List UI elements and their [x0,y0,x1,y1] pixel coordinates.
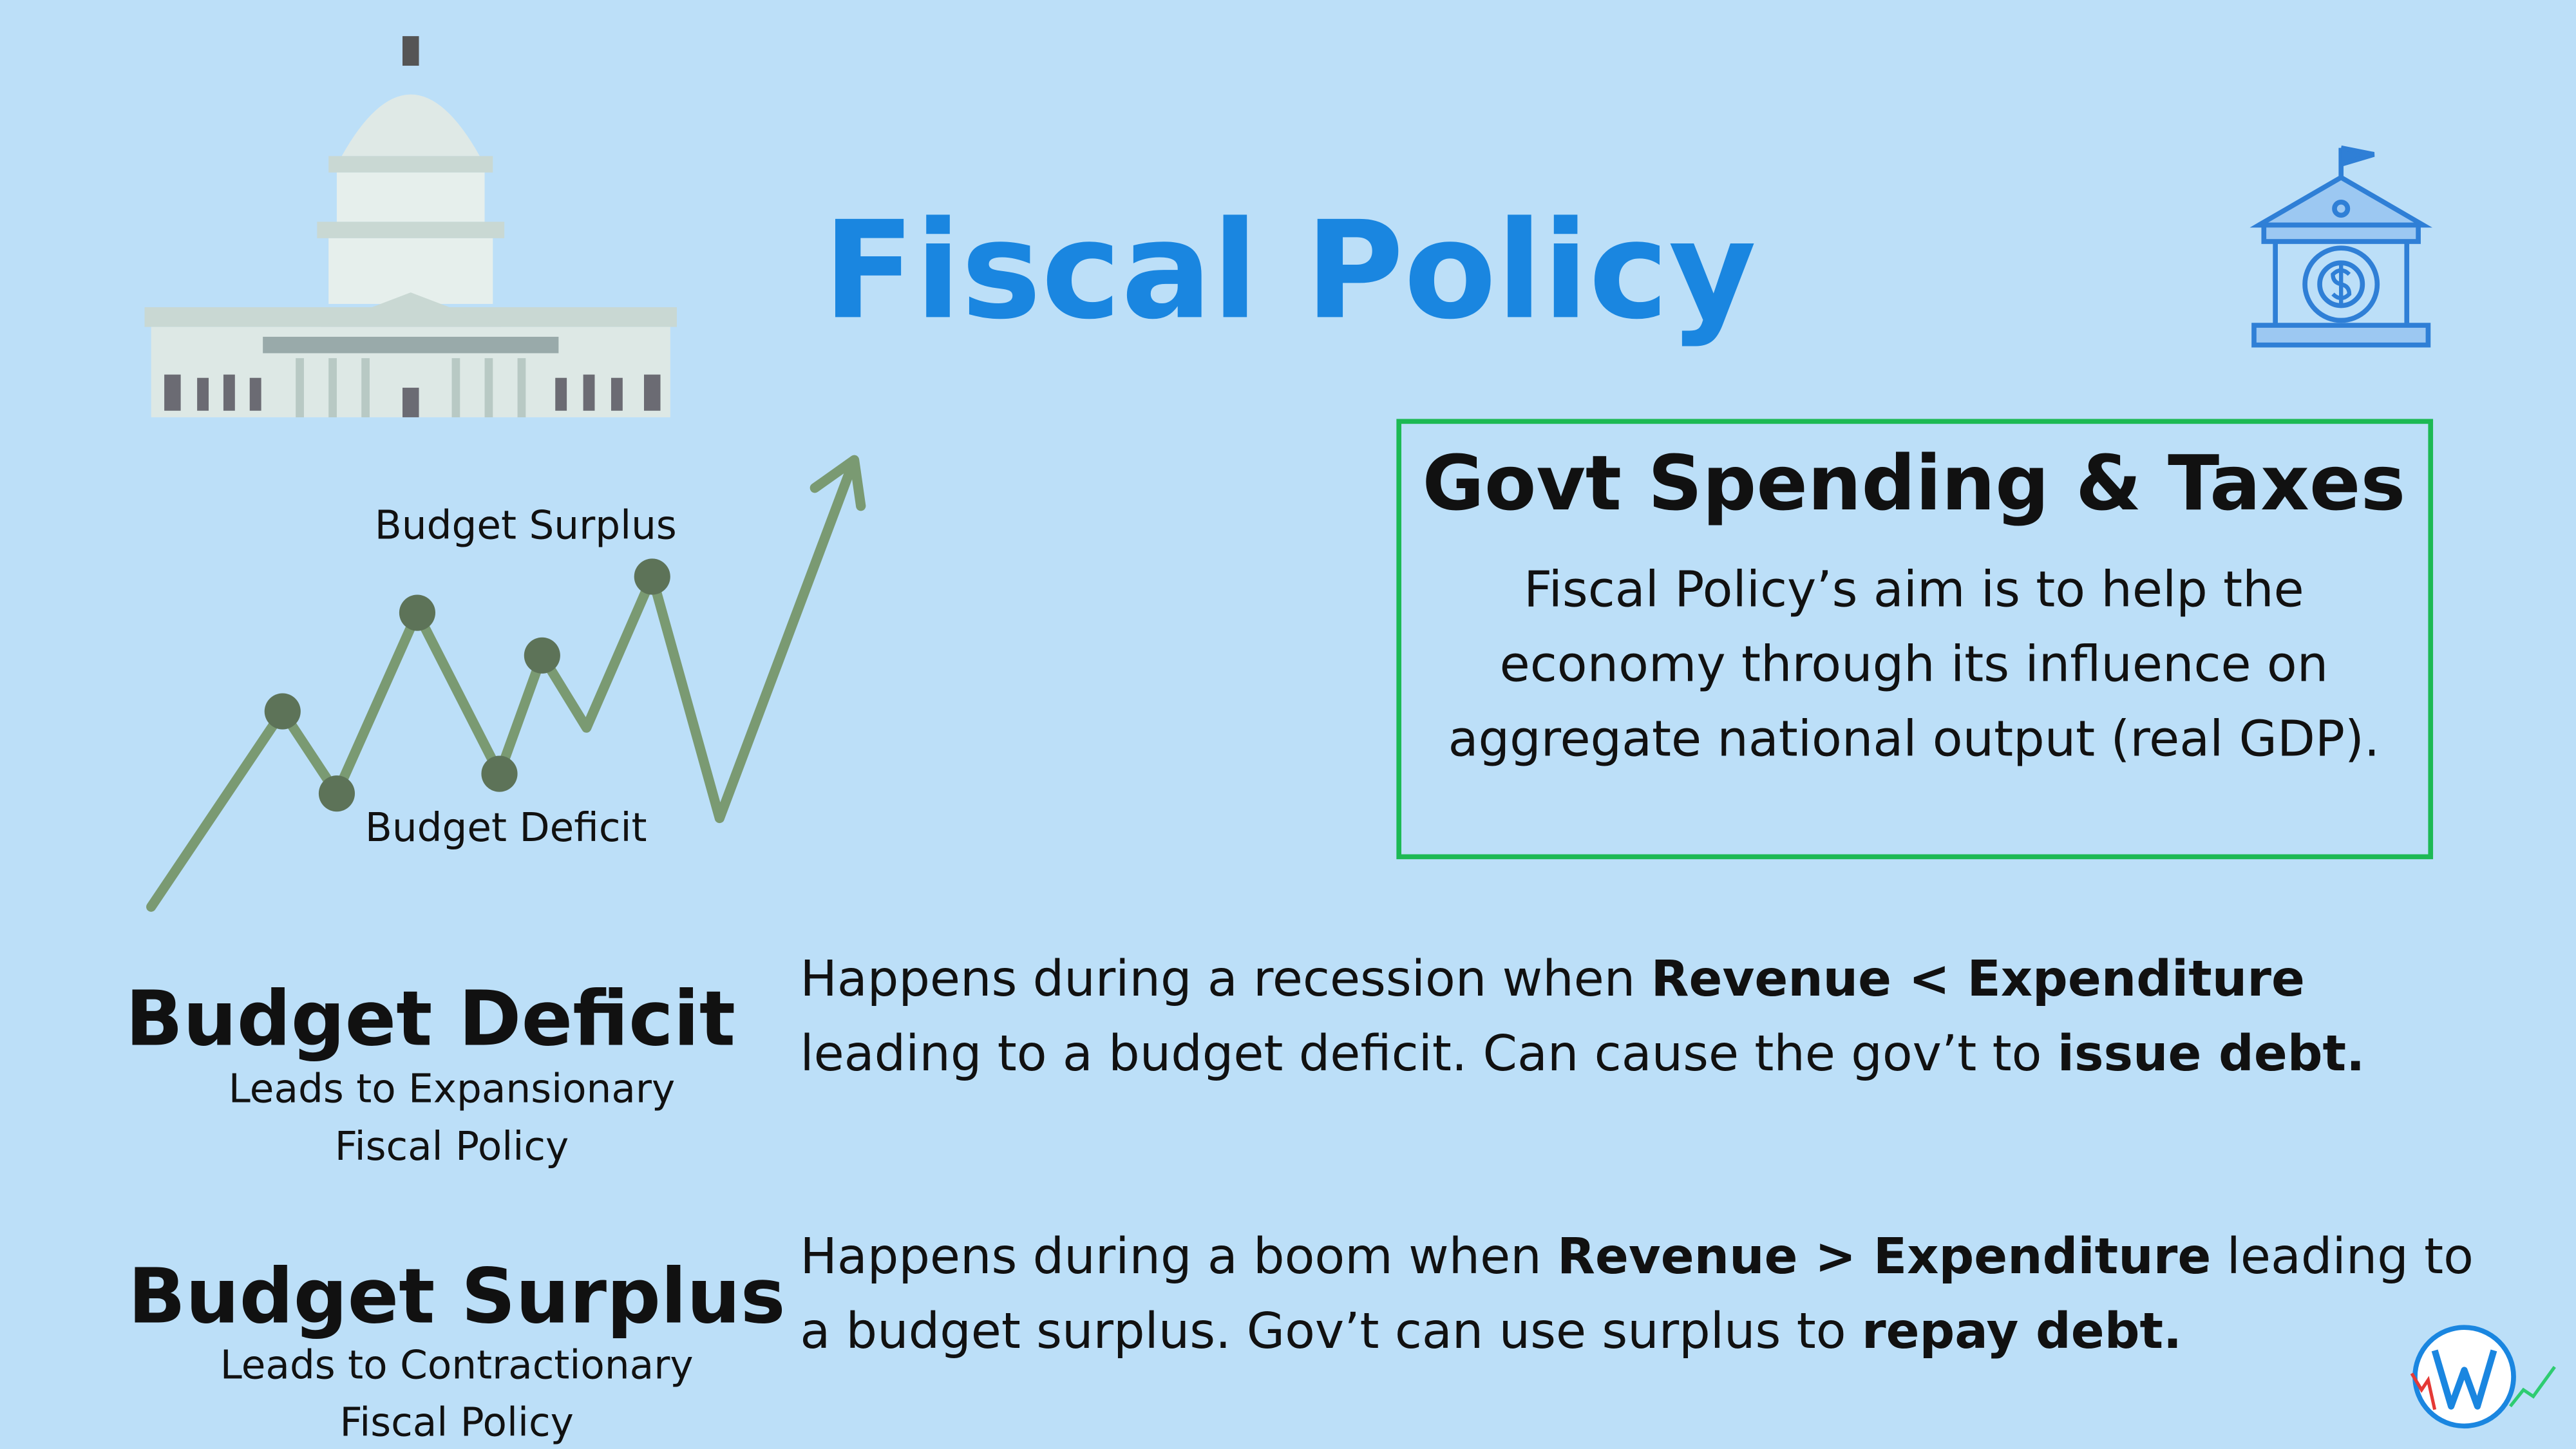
text-run: Happens during a recession when [800,951,1651,1008]
card-text: aggregate national output (real GDP). [1448,710,2380,768]
section-title: Budget Deficit [126,974,735,1063]
capitol-icon [144,36,677,417]
logo [2410,1325,2556,1429]
card-text: Fiscal Policy’s aim is to help the [1524,561,2304,618]
bold-text: issue debt. [2058,1025,2365,1083]
text-run: Happens during a boom when [800,1228,1557,1285]
section-subtitle: Fiscal Policy [339,1400,573,1446]
section-description: Happens during a boom when Revenue > Exp… [800,1228,2474,1285]
section-description: a budget surplus. Gov’t can use surplus … [800,1303,2182,1360]
section-title: Budget Surplus [128,1253,786,1341]
bold-text: Revenue > Expenditure [1557,1228,2211,1285]
section-description: Happens during a recession when Revenue … [800,951,2305,1008]
zigzag-illustration [146,455,866,912]
illustration-label: Budget Surplus [375,503,677,549]
section-subtitle: Leads to Contractionary [220,1342,694,1388]
text-run: a budget surplus. Gov’t can use surplus … [800,1303,1861,1360]
card-border [1396,419,2434,860]
text-run: leading to [2211,1228,2474,1285]
section-subtitle: Fiscal Policy [335,1124,569,1170]
text-run: leading to a budget deficit. Can cause t… [800,1025,2057,1083]
bank-icon [2249,145,2432,348]
section-description: leading to a budget deficit. Can cause t… [800,1025,2365,1083]
illustration-label: Budget Deficit [365,805,647,851]
card-text: economy through its influence on [1500,636,2329,693]
section-subtitle: Leads to Expansionary [229,1066,676,1112]
bold-text: Revenue < Expenditure [1651,951,2305,1008]
page-title: Fiscal Policy [823,193,1756,349]
bold-text: repay debt. [1862,1303,2182,1360]
card-heading: Govt Spending & Taxes [1423,439,2406,527]
